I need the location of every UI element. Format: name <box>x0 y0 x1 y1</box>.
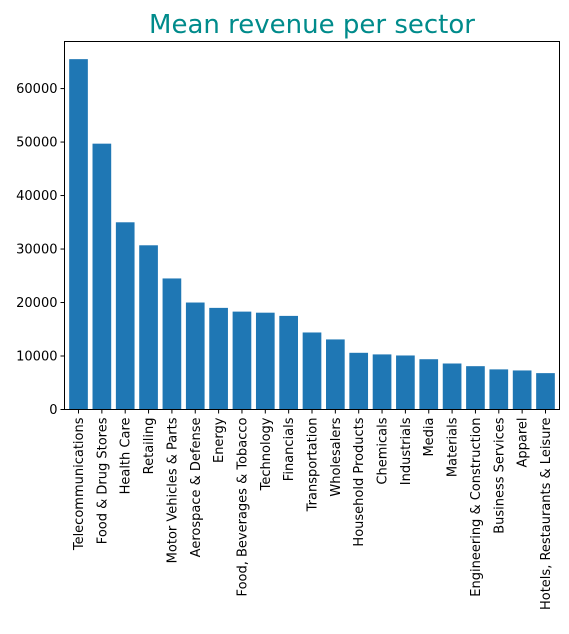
x-tick-label: Aerospace & Defense <box>189 418 204 558</box>
x-tick-label: Household Products <box>352 417 367 546</box>
bar <box>279 315 298 410</box>
bar <box>512 370 532 410</box>
y-axis: 0 10000 20000 30000 40000 50000 60000 <box>16 82 65 418</box>
bar <box>255 312 275 410</box>
bar <box>92 143 112 410</box>
x-tick-label: Chemicals <box>376 417 391 484</box>
x-tick-label: Business Services <box>492 417 507 534</box>
bar <box>326 339 345 410</box>
chart-title: Mean revenue per sector <box>149 10 475 40</box>
x-tick-label: Hotels, Restaurants & Leisure <box>539 418 554 611</box>
x-tick-label: Telecommunications <box>72 417 87 551</box>
bar <box>69 59 88 410</box>
x-tick-label: Motor Vehicles & Parts <box>165 417 180 563</box>
bar <box>349 352 369 410</box>
bar <box>372 354 392 410</box>
x-tick-label: Materials <box>446 417 461 477</box>
y-tick-label: 10000 <box>16 350 57 365</box>
x-tick-label: Media <box>422 418 437 457</box>
y-tick-label: 60000 <box>16 82 57 97</box>
x-tick-label: Food, Beverages & Tobacco <box>235 417 250 596</box>
x-tick-label: Energy <box>212 417 227 463</box>
bar <box>115 222 135 410</box>
bar <box>466 366 485 410</box>
bar <box>139 245 158 410</box>
y-tick-label: 40000 <box>16 189 57 204</box>
x-tick-label: Financials <box>282 417 297 481</box>
x-tick-label: Industrials <box>399 417 414 485</box>
x-tick-label: Apparel <box>516 418 531 468</box>
y-tick-label: 20000 <box>16 296 57 311</box>
bars-layer <box>69 59 555 410</box>
bar <box>489 369 509 410</box>
bar <box>232 311 252 410</box>
bar <box>442 363 462 410</box>
bar <box>162 278 182 410</box>
x-axis: Telecommunications Food & Drug Stores Heal… <box>72 409 554 611</box>
bar <box>185 302 205 410</box>
x-tick-label: Transportation <box>306 418 321 513</box>
y-tick-label: 50000 <box>16 136 57 151</box>
x-tick-label: Retailing <box>142 418 157 475</box>
x-tick-label: Engineering & Construction <box>469 418 484 597</box>
bar <box>396 355 415 410</box>
x-tick-label: Technology <box>259 417 274 491</box>
bar <box>302 332 322 410</box>
bar <box>419 359 439 410</box>
x-tick-label: Health Care <box>119 417 134 494</box>
y-tick-label: 0 <box>49 403 57 418</box>
plot-frame <box>64 41 560 410</box>
x-tick-label: Wholesalers <box>329 417 344 496</box>
bar <box>536 373 555 410</box>
y-tick-label: 30000 <box>16 243 57 258</box>
x-tick-label: Food & Drug Stores <box>95 417 110 544</box>
bar <box>209 307 228 410</box>
